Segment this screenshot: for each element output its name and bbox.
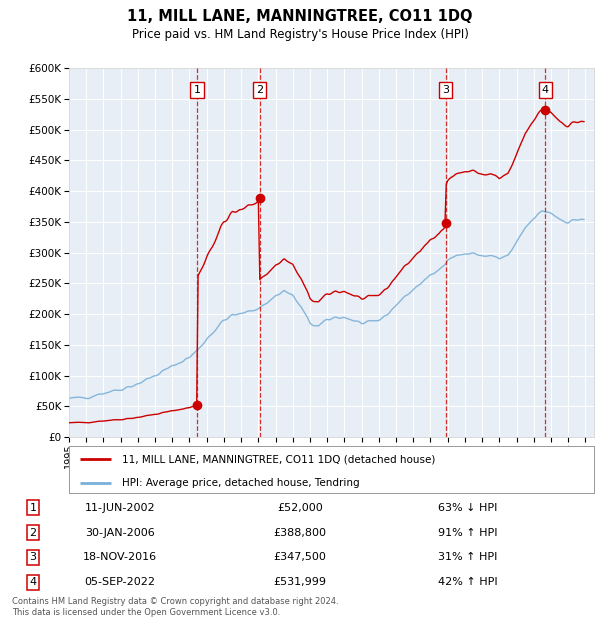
Text: 3: 3: [29, 552, 37, 562]
Text: 18-NOV-2016: 18-NOV-2016: [83, 552, 157, 562]
Text: 63% ↓ HPI: 63% ↓ HPI: [439, 503, 497, 513]
Text: 05-SEP-2022: 05-SEP-2022: [85, 577, 155, 587]
Text: 91% ↑ HPI: 91% ↑ HPI: [438, 528, 498, 538]
Text: 11, MILL LANE, MANNINGTREE, CO11 1DQ: 11, MILL LANE, MANNINGTREE, CO11 1DQ: [127, 9, 473, 24]
Text: £388,800: £388,800: [274, 528, 326, 538]
Text: HPI: Average price, detached house, Tendring: HPI: Average price, detached house, Tend…: [121, 477, 359, 488]
Text: This data is licensed under the Open Government Licence v3.0.: This data is licensed under the Open Gov…: [12, 608, 280, 617]
Text: Contains HM Land Registry data © Crown copyright and database right 2024.: Contains HM Land Registry data © Crown c…: [12, 597, 338, 606]
Text: £52,000: £52,000: [277, 503, 323, 513]
Text: 4: 4: [29, 577, 37, 587]
Text: 11, MILL LANE, MANNINGTREE, CO11 1DQ (detached house): 11, MILL LANE, MANNINGTREE, CO11 1DQ (de…: [121, 454, 435, 464]
Text: 11-JUN-2002: 11-JUN-2002: [85, 503, 155, 513]
Text: 31% ↑ HPI: 31% ↑ HPI: [439, 552, 497, 562]
Text: 1: 1: [194, 86, 200, 95]
Text: 2: 2: [29, 528, 37, 538]
Text: 42% ↑ HPI: 42% ↑ HPI: [438, 577, 498, 587]
Text: Price paid vs. HM Land Registry's House Price Index (HPI): Price paid vs. HM Land Registry's House …: [131, 28, 469, 41]
Text: 3: 3: [442, 86, 449, 95]
Text: 30-JAN-2006: 30-JAN-2006: [85, 528, 155, 538]
Text: £531,999: £531,999: [274, 577, 326, 587]
Text: £347,500: £347,500: [274, 552, 326, 562]
Text: 1: 1: [29, 503, 37, 513]
Text: 2: 2: [256, 86, 263, 95]
Text: 4: 4: [542, 86, 549, 95]
